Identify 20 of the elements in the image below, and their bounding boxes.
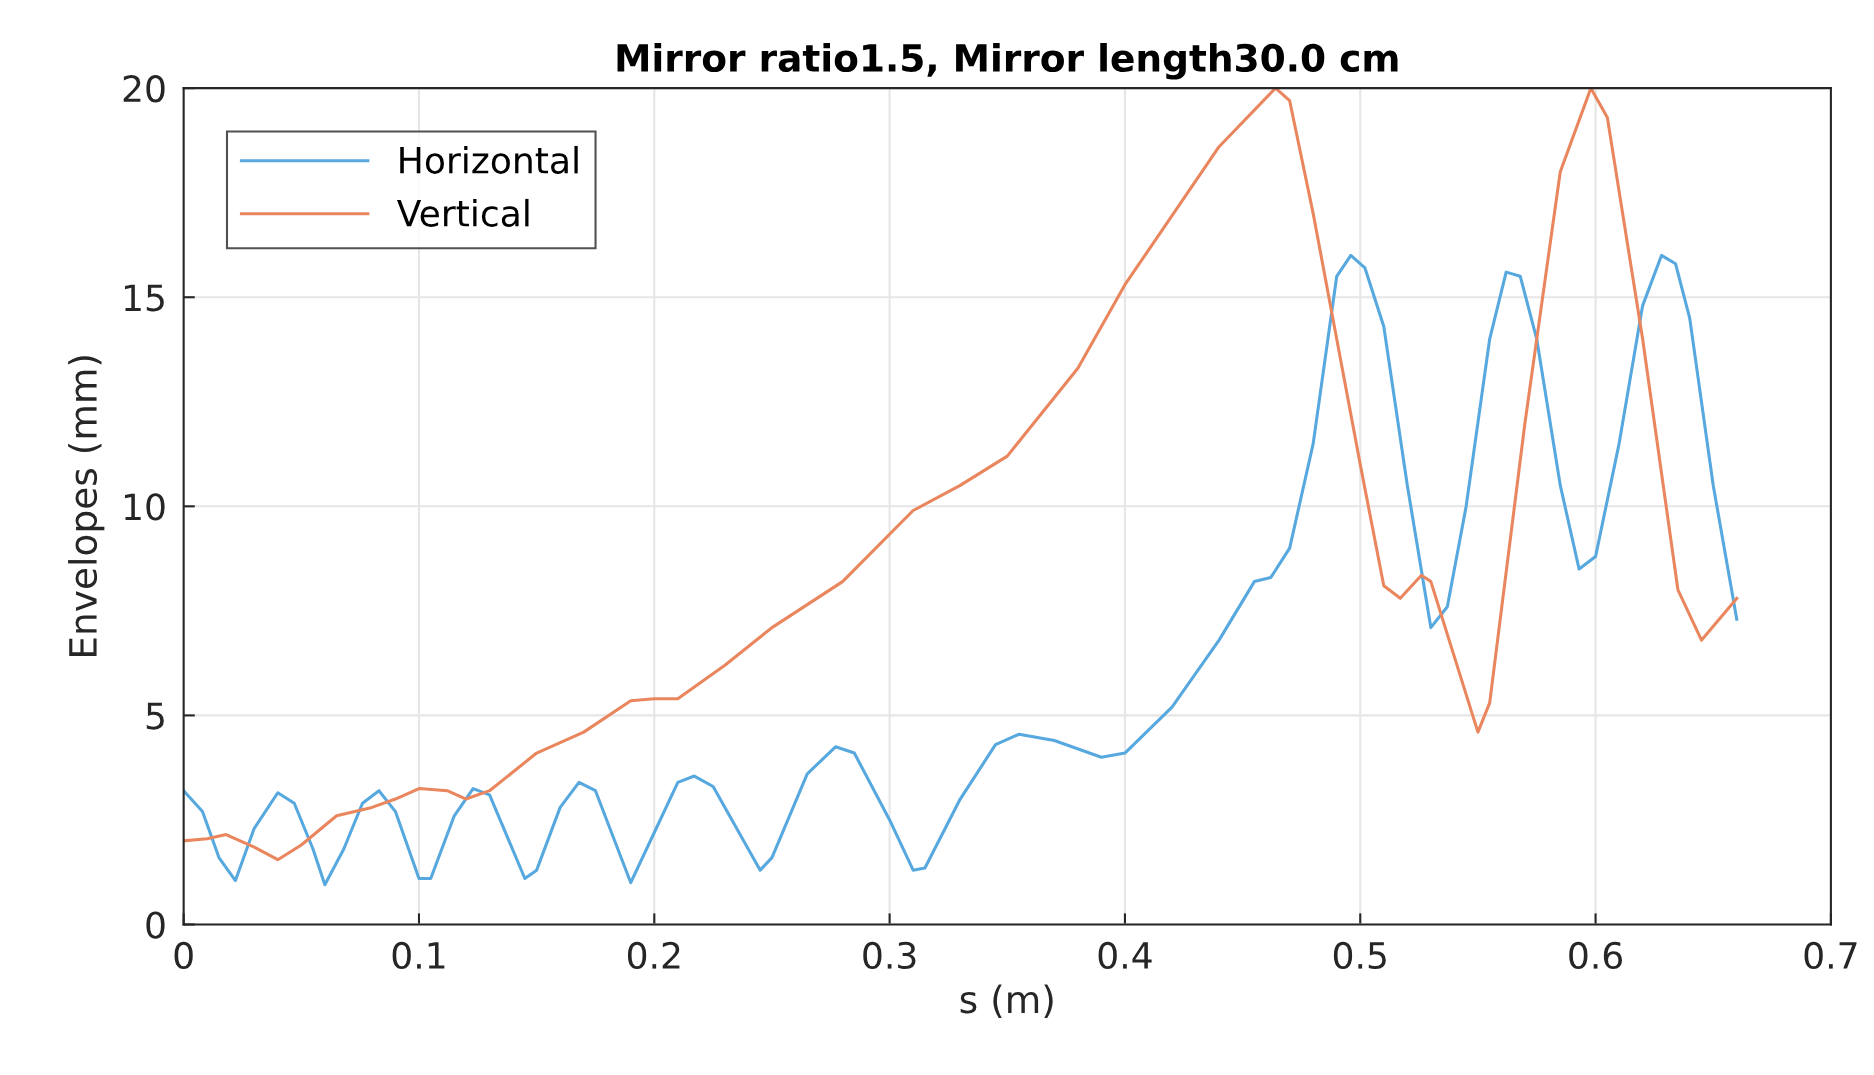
x-tick-label: 0.3 bbox=[863, 941, 916, 970]
x-tick-label: 0.5 bbox=[1333, 941, 1386, 970]
x-tick-label: 0 bbox=[174, 941, 193, 970]
y-tick-label: 10 bbox=[125, 493, 165, 521]
y-tick-label: 0 bbox=[146, 911, 165, 939]
legend-label: Vertical bbox=[396, 198, 529, 227]
chart-title: Mirror ratio1.5, Mirror length30.0 cm bbox=[617, 42, 1398, 80]
y-tick-label: 15 bbox=[125, 284, 164, 312]
x-tick-label: 0.1 bbox=[392, 941, 445, 970]
x-tick-label: 0.7 bbox=[1804, 941, 1857, 970]
y-tick-label: 5 bbox=[146, 702, 164, 730]
line-series bbox=[183, 88, 1739, 862]
line-series bbox=[183, 253, 1739, 887]
x-tick-label: 0.6 bbox=[1569, 941, 1623, 970]
x-tick-label: 0.2 bbox=[627, 941, 680, 970]
x-tick-label: 0.4 bbox=[1098, 941, 1152, 970]
legend-label: Horizontal bbox=[400, 145, 578, 174]
y-axis-title: Envelopes (mm) bbox=[68, 356, 105, 657]
y-tick-label: 20 bbox=[123, 75, 165, 103]
x-axis-title: s (m) bbox=[960, 984, 1053, 1018]
